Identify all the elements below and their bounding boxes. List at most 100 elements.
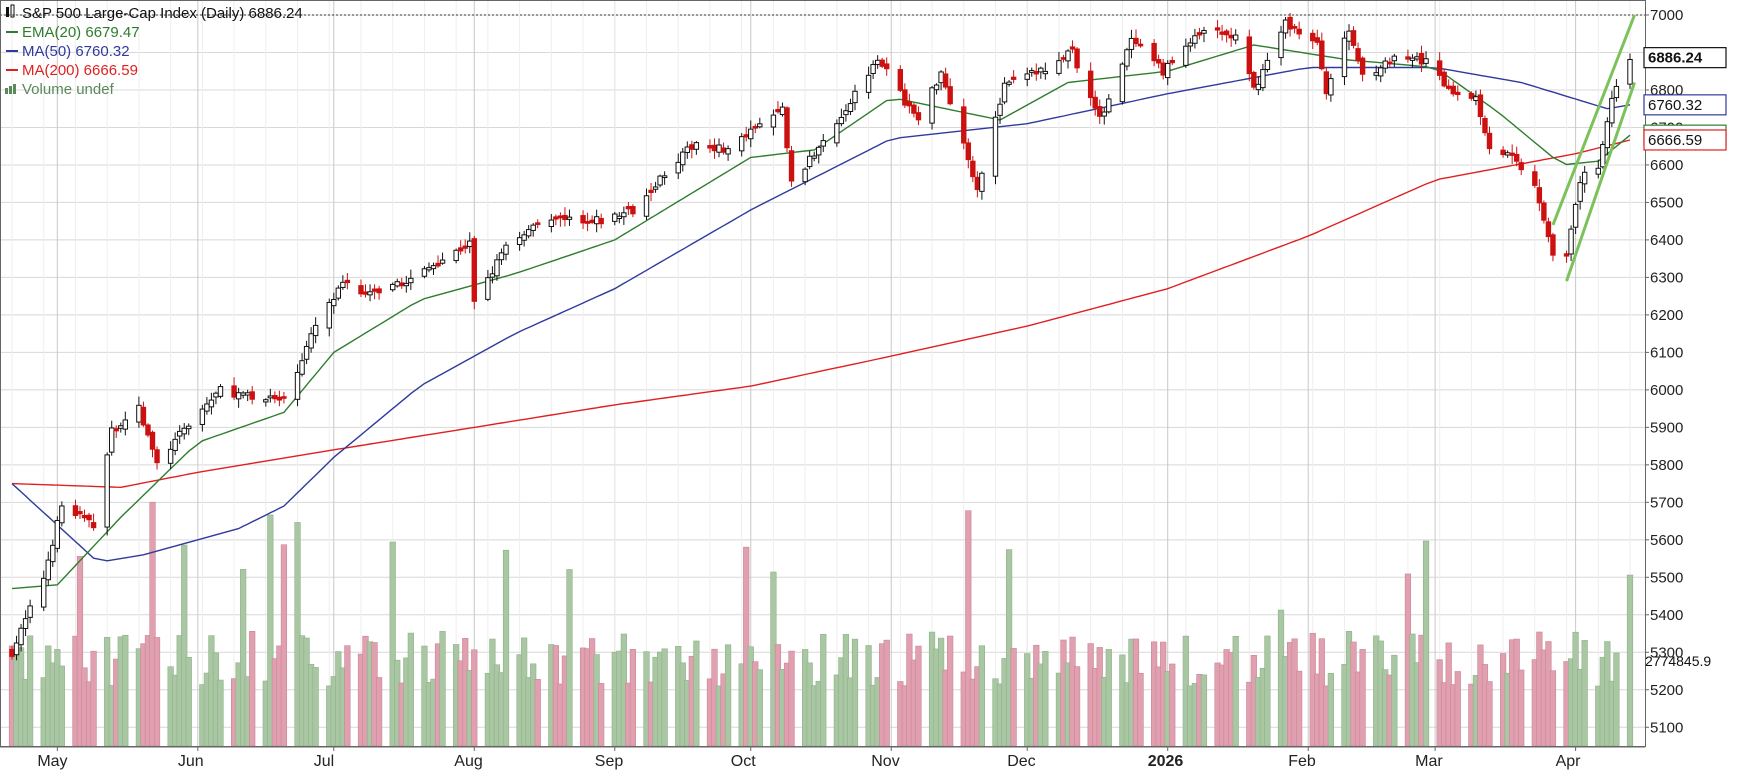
candle-body [59, 505, 65, 524]
candle-body [1414, 56, 1420, 60]
volume-bar [851, 638, 859, 747]
candle-body [1500, 149, 1506, 156]
candle-body [186, 425, 192, 430]
candlestick-icon-bar [10, 4, 15, 18]
candle-body [562, 214, 568, 221]
last-value-label: 6886.24 [1648, 50, 1703, 67]
candle-body [272, 395, 278, 400]
candle-body [1124, 49, 1130, 67]
candle-body [1477, 94, 1484, 118]
candle-body [838, 116, 845, 125]
candle-body [521, 234, 527, 241]
candle-body [902, 89, 908, 106]
candle-body [933, 84, 940, 91]
x-tick-label: Mar [1415, 753, 1443, 770]
candle-body [244, 392, 251, 396]
volume-bar [1518, 669, 1525, 747]
volume-bar [58, 665, 65, 747]
candle-body [961, 106, 967, 144]
candle-body [1074, 48, 1080, 69]
x-tick-label: Feb [1288, 753, 1316, 770]
candle-body [1504, 152, 1511, 156]
volume-bar [407, 632, 414, 747]
y-tick-label: 5800 [1650, 457, 1683, 474]
candle-body [1405, 56, 1411, 60]
volume-bar [1486, 681, 1493, 747]
candle-body [408, 277, 414, 284]
candle-body [802, 168, 808, 183]
volume-bar [978, 645, 985, 747]
y-tick-label: 5100 [1650, 719, 1683, 736]
candle-body [371, 288, 378, 292]
candle-body [616, 215, 623, 220]
candle-body [199, 408, 206, 425]
candle-body [852, 90, 858, 104]
volume-bars-icon [9, 86, 12, 94]
volume-bar [376, 677, 383, 747]
candle-body [1087, 70, 1094, 99]
candle-body [27, 605, 33, 618]
candle-body [1572, 203, 1579, 228]
candle-body [1282, 19, 1289, 34]
candle-body [738, 136, 745, 152]
volume-bar [1454, 671, 1461, 747]
candle-body [1042, 70, 1049, 75]
candle-body [231, 385, 237, 398]
candle-body [471, 238, 477, 302]
candle-body [1536, 187, 1543, 204]
candle-body [680, 151, 686, 166]
candle-body [661, 175, 668, 179]
volume-bar [502, 549, 510, 747]
candle-body [176, 430, 183, 437]
candle-body [1545, 221, 1552, 238]
candle-body [376, 288, 382, 294]
volume-bars [8, 501, 1634, 747]
y-axis: 5100 5200 5300 5400 5500 5600 5700 5800 5900 6000… [1643, 7, 1727, 736]
candle-body [843, 110, 849, 116]
volume-bar [1549, 670, 1557, 747]
candle-body [45, 559, 51, 581]
candle-body [267, 395, 274, 399]
candle-body [263, 399, 269, 403]
candle-body [997, 103, 1003, 116]
candle-body [1219, 31, 1225, 35]
legend-item-label: Volume undef [22, 81, 115, 98]
candle-body [711, 144, 718, 152]
candle-body [1060, 57, 1067, 60]
volume-bar [1613, 652, 1620, 747]
candle-body [122, 419, 129, 430]
candle-body [390, 283, 396, 291]
volume-bar [1010, 648, 1017, 747]
candle-body [1223, 30, 1230, 36]
candle-body [992, 116, 999, 177]
candle-body [167, 448, 174, 464]
candle-body [439, 259, 446, 264]
candle-body [1151, 42, 1157, 62]
candle-body [1024, 73, 1030, 80]
candle-body [1232, 34, 1239, 41]
candle-body [874, 59, 881, 65]
candle-body [689, 144, 695, 150]
candle-body [938, 71, 944, 84]
candle-body [1128, 37, 1135, 50]
volume-bar [1327, 673, 1334, 747]
candle-body [1346, 30, 1352, 42]
candle-body [426, 267, 432, 271]
candle-body [90, 522, 97, 529]
x-tick-label: Sep [595, 753, 624, 770]
candle-body [498, 252, 505, 261]
candle-body [725, 148, 731, 155]
candle-body [1518, 162, 1524, 171]
candle-body [54, 520, 61, 549]
volume-bar [629, 649, 637, 747]
candle-body [77, 511, 83, 515]
y-tick-label: 5900 [1650, 419, 1683, 436]
x-tick-label: May [37, 753, 67, 770]
candle-body [788, 150, 795, 182]
candle-body [1595, 167, 1601, 175]
volume-bar [756, 669, 763, 747]
volume-bars-icon [5, 88, 8, 94]
candle-body [621, 212, 627, 218]
candle-body [1600, 144, 1606, 168]
y-tick-label: 5300 [1650, 644, 1683, 661]
